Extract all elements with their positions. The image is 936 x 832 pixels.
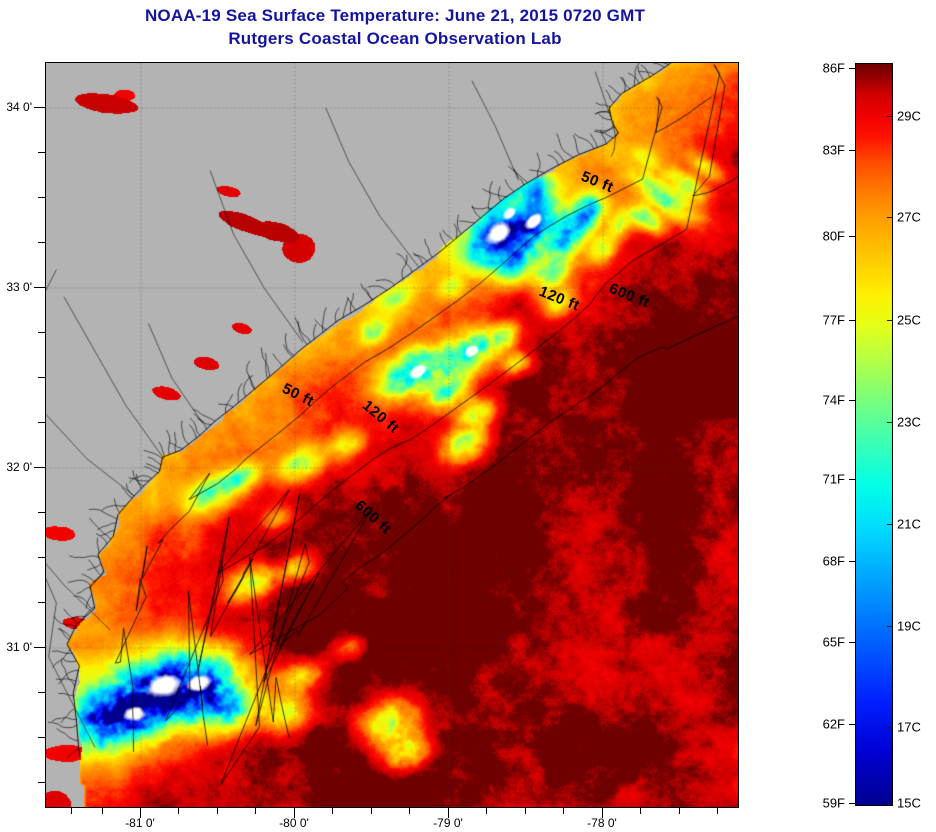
colorbar-label-fahrenheit: 74F	[822, 392, 845, 408]
colorbar-tick-f	[849, 150, 855, 151]
colorbar-tick-c	[887, 217, 893, 218]
x-axis-tick-minor	[486, 807, 487, 814]
colorbar-label-fahrenheit: 65F	[822, 634, 845, 650]
colorbar-tick-f	[849, 803, 855, 804]
y-axis-label: 32 0'	[6, 460, 32, 474]
x-axis-tick-minor	[640, 807, 641, 814]
x-axis-label: -78 0'	[587, 816, 617, 830]
sst-map[interactable]	[45, 62, 739, 808]
colorbar-label-fahrenheit: 68F	[822, 553, 845, 569]
page-subtitle: Rutgers Coastal Ocean Observation Lab	[228, 29, 562, 48]
x-axis-tick-major	[294, 807, 295, 818]
colorbar-tick-f	[849, 236, 855, 237]
colorbar-label-celsius: 15C	[897, 795, 921, 811]
colorbar-label-celsius: 23C	[897, 414, 921, 430]
y-axis-tick-minor	[38, 557, 45, 558]
y-axis-tick-minor	[38, 737, 45, 738]
colorbar-tick-c	[887, 626, 893, 627]
y-axis-label: 31 0'	[6, 640, 32, 654]
y-axis-tick-minor	[38, 197, 45, 198]
x-axis-tick-minor	[178, 807, 179, 814]
colorbar-label-fahrenheit: 71F	[822, 471, 845, 487]
y-axis-tick-minor	[38, 332, 45, 333]
x-axis-tick-minor	[217, 807, 218, 814]
page-title: NOAA-19 Sea Surface Temperature: June 21…	[144, 6, 646, 25]
colorbar-label-fahrenheit: 83F	[822, 142, 845, 158]
x-axis-tick-major	[602, 807, 603, 818]
x-axis-tick-minor	[102, 807, 103, 814]
x-axis-label: -79 0'	[433, 816, 463, 830]
colorbar-tick-f	[849, 400, 855, 401]
colorbar-tick-c	[887, 320, 893, 321]
x-axis-tick-major	[448, 807, 449, 818]
colorbar-tick-f	[849, 320, 855, 321]
y-axis-tick-major	[34, 467, 45, 468]
colorbar-label-celsius: 27C	[897, 209, 921, 225]
colorbar-tick-c	[887, 727, 893, 728]
colorbar-label-fahrenheit: 62F	[822, 716, 845, 732]
colorbar-tick-f	[849, 68, 855, 69]
colorbar-tick-f	[849, 479, 855, 480]
y-axis-tick-minor	[38, 692, 45, 693]
y-axis-tick-minor	[38, 152, 45, 153]
colorbar-label-fahrenheit: 86F	[822, 60, 845, 76]
colorbar-label-celsius: 29C	[897, 108, 921, 124]
colorbar-label-celsius: 25C	[897, 312, 921, 328]
colorbar-tick-c	[887, 116, 893, 117]
y-axis-tick-minor	[38, 602, 45, 603]
x-axis-tick-minor	[525, 807, 526, 814]
x-axis-label: -80 0'	[279, 816, 309, 830]
y-axis-tick-minor	[38, 242, 45, 243]
x-axis-label: -81 0'	[125, 816, 155, 830]
x-axis-tick-minor	[409, 807, 410, 814]
x-axis-tick-minor	[679, 807, 680, 814]
colorbar-tick-f	[849, 724, 855, 725]
y-axis-label: 34 0'	[6, 100, 32, 114]
colorbar-tick-f	[849, 642, 855, 643]
sst-raster	[46, 63, 738, 807]
colorbar-tick-f	[849, 561, 855, 562]
y-axis-tick-major	[34, 287, 45, 288]
y-axis-tick-minor	[38, 377, 45, 378]
y-axis-tick-minor	[38, 782, 45, 783]
colorbar-tick-c	[887, 524, 893, 525]
y-axis-tick-major	[34, 107, 45, 108]
colorbar-label-fahrenheit: 80F	[822, 228, 845, 244]
y-axis-label: 33 0'	[6, 280, 32, 294]
colorbar-tick-c	[887, 422, 893, 423]
x-axis-tick-minor	[71, 807, 72, 814]
x-axis-tick-minor	[717, 807, 718, 814]
colorbar-gradient	[855, 63, 893, 806]
x-axis-tick-minor	[563, 807, 564, 814]
colorbar-label-fahrenheit: 77F	[822, 312, 845, 328]
x-axis-tick-minor	[371, 807, 372, 814]
colorbar-label-celsius: 21C	[897, 516, 921, 532]
colorbar-tick-c	[887, 803, 893, 804]
chart-title-block: NOAA-19 Sea Surface Temperature: June 21…	[0, 4, 790, 50]
colorbar-label-fahrenheit: 59F	[822, 795, 845, 811]
x-axis-tick-minor	[332, 807, 333, 814]
y-axis-tick-minor	[38, 422, 45, 423]
colorbar-label-celsius: 17C	[897, 719, 921, 735]
x-axis-tick-major	[140, 807, 141, 818]
y-axis-tick-major	[34, 647, 45, 648]
colorbar-label-celsius: 19C	[897, 618, 921, 634]
x-axis-tick-minor	[255, 807, 256, 814]
y-axis-tick-minor	[38, 512, 45, 513]
colorbar-container[interactable]: 86F 83F 80F 77F 74F 71F 68F 65F 62F 59F 29C 27C 25C 2…	[823, 61, 921, 811]
